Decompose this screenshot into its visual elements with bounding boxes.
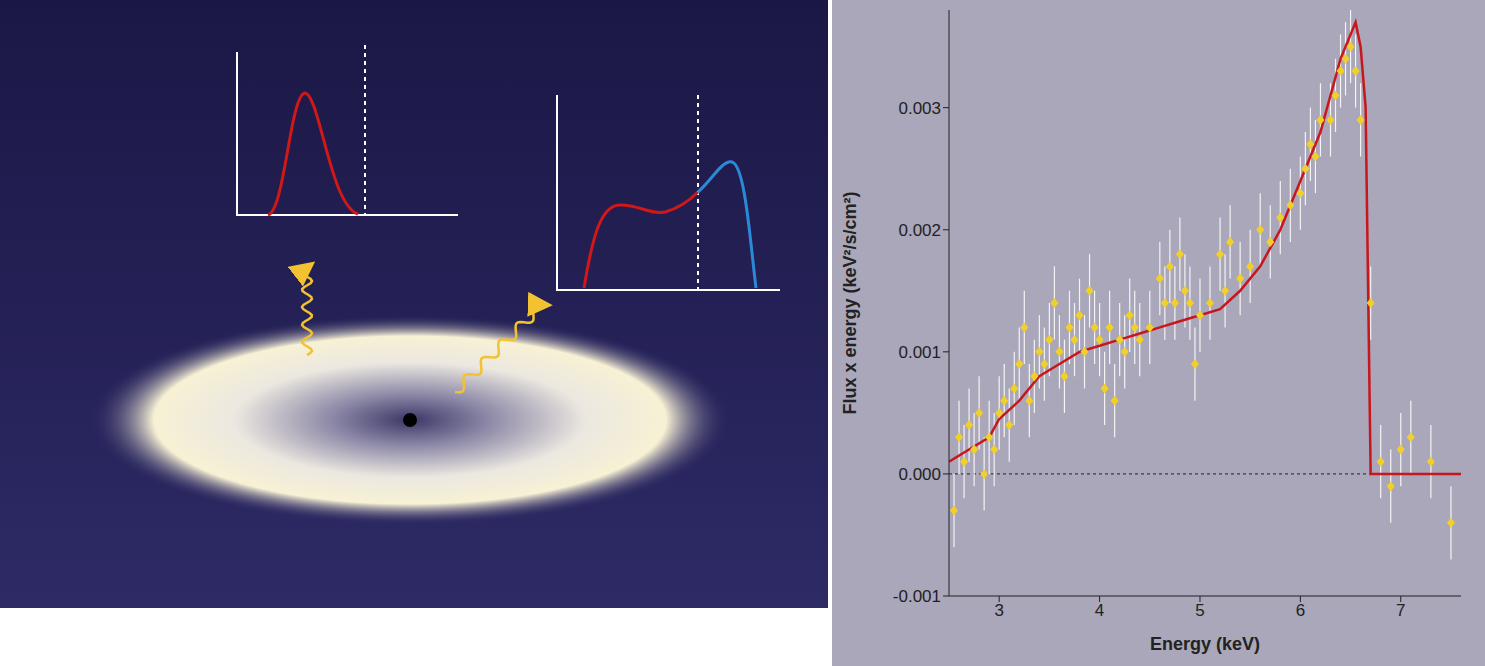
svg-text:3: 3: [994, 601, 1003, 620]
svg-text:0.003: 0.003: [898, 99, 941, 118]
svg-text:-0.001: -0.001: [893, 587, 941, 606]
svg-text:Energy (keV): Energy (keV): [1150, 634, 1260, 654]
svg-text:0.000: 0.000: [898, 465, 941, 484]
svg-text:0.001: 0.001: [898, 343, 941, 362]
svg-text:7: 7: [1396, 601, 1405, 620]
svg-text:5: 5: [1195, 601, 1204, 620]
svg-text:6: 6: [1296, 601, 1305, 620]
svg-text:0.002: 0.002: [898, 221, 941, 240]
svg-text:Flux x energy (keV²/s/cm²): Flux x energy (keV²/s/cm²): [840, 191, 860, 414]
svg-text:4: 4: [1095, 601, 1104, 620]
